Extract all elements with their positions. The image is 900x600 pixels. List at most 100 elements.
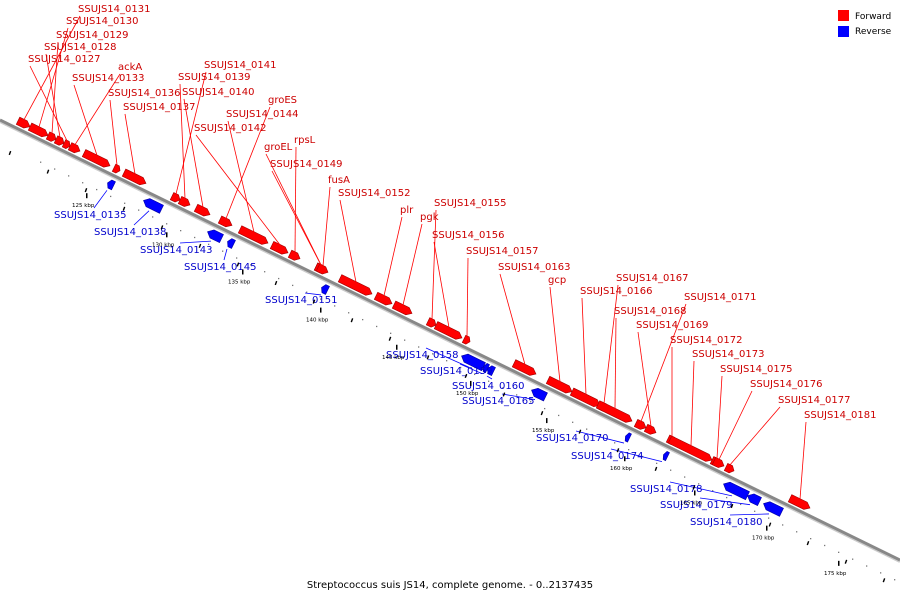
- reverse-gene-shape: [482, 363, 490, 374]
- ruler-dot: [824, 544, 826, 547]
- minor-tick: [312, 299, 316, 304]
- minor-tick: [46, 169, 50, 174]
- minor-tick: [692, 485, 696, 490]
- reverse-gene-label: SSUJS14_0135: [54, 210, 127, 221]
- forward-leader-line: [729, 406, 781, 466]
- forward-gene-label: SSUJS14_0168: [614, 306, 687, 317]
- forward-leader-line: [383, 216, 403, 296]
- reverse-gene-label: SSUJS14_0170: [536, 433, 609, 444]
- forward-gene-label: SSUJS14_0130: [66, 16, 139, 27]
- forward-gene-shape: [217, 215, 233, 228]
- ruler-dot: [544, 407, 546, 410]
- forward-leader-line: [124, 113, 136, 175]
- forward-gene-shape: [787, 494, 811, 510]
- forward-gene-arrow: [67, 142, 81, 154]
- reverse-gene-shape: [723, 481, 750, 501]
- minor-tick: [578, 429, 582, 434]
- reverse-gene-shape: [763, 501, 784, 517]
- forward-leader-line: [581, 297, 587, 395]
- minor-tick: [502, 392, 506, 397]
- forward-leader-line: [227, 120, 255, 233]
- forward-gene-shape: [545, 375, 573, 394]
- forward-leader-line: [225, 106, 271, 219]
- reverse-leader-line: [699, 497, 751, 506]
- reverse-gene-shape: [747, 493, 762, 507]
- forward-gene-label: SSUJS14_0155: [434, 198, 507, 209]
- reverse-leader-line: [669, 481, 733, 497]
- forward-gene-arrow: [787, 494, 811, 510]
- forward-leader-line: [29, 65, 68, 141]
- forward-gene-label: SSUJS14_0142: [194, 123, 267, 134]
- forward-gene-shape: [61, 139, 71, 149]
- tick-mark: [694, 490, 696, 496]
- forward-gene-shape: [169, 192, 181, 203]
- ruler-dot: [306, 291, 308, 293]
- reverse-leader-line: [486, 375, 493, 380]
- forward-gene-shape: [287, 249, 301, 261]
- forward-gene-arrow: [425, 317, 437, 328]
- ruler-dot: [558, 414, 560, 417]
- forward-gene-shape: [595, 400, 633, 423]
- ruler-dot: [880, 572, 882, 574]
- ruler-dot: [110, 195, 112, 198]
- forward-gene-shape: [711, 457, 725, 468]
- forward-gene-label: plr: [400, 205, 414, 216]
- forward-leader-line: [179, 83, 186, 199]
- reverse-gene-label: SSUJS14_0158: [386, 350, 459, 361]
- ruler-dot: [96, 188, 98, 191]
- forward-leader-line: [549, 286, 561, 382]
- forward-gene-shape: [667, 435, 713, 462]
- ruler-dot: [348, 312, 350, 314]
- tick-mark: [242, 269, 244, 275]
- forward-leader-line: [38, 27, 69, 128]
- reverse-gene-label: SSUJS14_0159: [420, 366, 493, 377]
- ruler-dot: [418, 346, 420, 348]
- forward-gene-shape: [461, 334, 471, 345]
- minor-tick: [236, 262, 240, 267]
- ruler-dot: [376, 325, 378, 328]
- tick-label: 155 kbp: [532, 428, 555, 434]
- reverse-leader-line: [133, 210, 150, 226]
- reverse-leader-line: [223, 248, 228, 261]
- forward-gene-label: SSUJS14_0127: [28, 54, 101, 65]
- forward-leader-line: [294, 146, 297, 253]
- reverse-gene-label: SSUJS14_0174: [571, 451, 644, 462]
- ruler-dot: [68, 175, 70, 177]
- forward-leader-line: [339, 199, 357, 283]
- ruler-dot: [712, 490, 714, 492]
- forward-gene-arrow: [217, 215, 233, 228]
- forward-gene-shape: [391, 300, 413, 316]
- minor-tick: [122, 206, 126, 211]
- forward-gene-shape: [193, 203, 211, 217]
- forward-gene-shape: [315, 263, 329, 275]
- gene-features: [15, 116, 811, 517]
- reverse-gene-label: SSUJS14_0178: [630, 484, 703, 495]
- reverse-gene-label: SSUJS14_0160: [452, 381, 525, 392]
- forward-gene-arrow: [511, 359, 537, 376]
- ruler-dot: [432, 353, 434, 355]
- forward-gene-shape: [633, 418, 647, 430]
- reverse-gene-shape: [143, 198, 164, 214]
- forward-gene-arrow: [337, 274, 373, 296]
- ruler-dot: [894, 579, 896, 581]
- ruler-dot: [138, 209, 140, 211]
- forward-gene-label: SSUJS14_0152: [338, 188, 411, 199]
- minor-tick: [8, 150, 12, 156]
- ruler-dot: [572, 421, 574, 423]
- minor-tick: [654, 466, 658, 471]
- legend: Forward Reverse: [838, 10, 892, 37]
- forward-leader-line: [637, 331, 652, 427]
- forward-leader-line: [175, 71, 207, 195]
- reverse-leader-line: [610, 448, 663, 463]
- reverse-gene-arrow: [482, 363, 490, 374]
- minor-tick: [350, 318, 354, 323]
- legend-forward-label: Forward: [855, 12, 891, 22]
- minor-tick: [388, 336, 392, 341]
- tick-label: 175 kbp: [824, 571, 847, 577]
- reverse-leader-line: [304, 292, 322, 296]
- forward-gene-arrow: [45, 131, 57, 142]
- forward-gene-arrow: [287, 249, 301, 261]
- tick-label: 125 kbp: [72, 203, 95, 209]
- forward-gene-shape: [15, 116, 31, 129]
- minor-tick: [160, 225, 164, 230]
